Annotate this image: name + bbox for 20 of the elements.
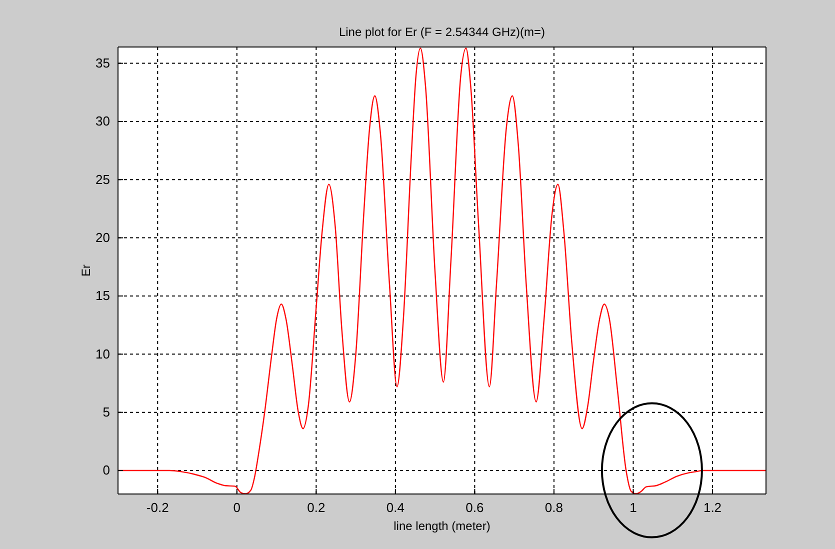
y-tick-label: 25 [96,172,110,187]
y-tick-label: 10 [96,346,110,362]
x-tick-label: 0.4 [386,500,404,516]
x-tick-label: 0.6 [466,500,484,516]
y-tick-label: 15 [96,288,110,304]
y-tick-label: 30 [96,114,110,129]
y-tick-label: 5 [102,404,110,420]
x-tick-label: 1 [630,500,637,516]
y-tick-label: 35 [96,55,110,70]
y-tick-label: 20 [96,230,110,245]
x-axis-title: line length (meter) [394,519,490,533]
line-series [117,48,767,494]
x-tick-label: 0.8 [544,500,563,516]
x-tick-label: 0 [233,500,241,516]
y-axis-title: Er [79,264,93,276]
x-tick-label: 1.2 [703,500,722,516]
chart-title: Line plot for Er (F = 2.54344 GHz)(m=) [338,25,546,39]
x-tick-label: 0.2 [307,500,326,516]
x-tick-label: -0.2 [146,500,169,516]
y-tick-label: 0 [102,462,110,478]
